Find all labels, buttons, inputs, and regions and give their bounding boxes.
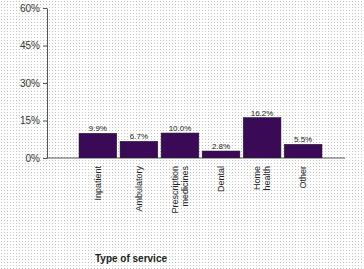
bar: [161, 133, 199, 158]
x-tick-label: Ambulatory: [134, 166, 144, 212]
y-tick: 45%: [20, 40, 47, 51]
x-tick-label: Prescriptionmedicines: [170, 166, 190, 214]
y-tick-label: 60%: [20, 3, 40, 14]
x-tick-label-line: health: [262, 166, 272, 191]
x-tick-label-line: Ambulatory: [134, 166, 144, 212]
bar: [79, 133, 117, 158]
y-tick: 60%: [20, 3, 47, 14]
data-label: 10.0%: [169, 124, 192, 133]
bar: [243, 118, 281, 159]
y-tick: 15%: [20, 115, 47, 126]
data-label: 16.2%: [251, 109, 274, 118]
x-tick-label: Homehealth: [252, 166, 272, 191]
x-tick-label-line: Other: [298, 166, 308, 189]
data-label: 2.8%: [212, 142, 230, 151]
data-labels: 9.9% 6.7% 10.0% 2.8% 16.2% 5.5%: [89, 109, 312, 152]
y-tick-label: 15%: [20, 115, 40, 126]
y-tick-label: 30%: [20, 78, 40, 89]
y-tick: 30%: [20, 78, 47, 89]
bar: [202, 151, 240, 158]
bar: [284, 144, 322, 158]
y-axis-line: [47, 9, 48, 159]
y-tick-mark: [43, 158, 47, 159]
x-tick-label-line: Dental: [216, 166, 226, 192]
y-tick-label: 0%: [26, 153, 41, 164]
x-tick-label-line: medicines: [180, 166, 190, 207]
chart: 0% 15% 30% 45% 60% 9.9% 6.7% 10.0% 2.8% 16.2% 5.5%…: [0, 0, 364, 269]
y-tick-mark: [43, 121, 47, 122]
y-axis: 0% 15% 30% 45% 60%: [20, 3, 48, 164]
x-tick-label-line: Inpatient: [93, 166, 103, 201]
y-tick-label: 45%: [20, 40, 40, 51]
bar: [120, 141, 158, 158]
x-tick-label-line: Home: [252, 166, 262, 190]
data-label: 5.5%: [294, 135, 312, 144]
x-tick-label: Dental: [216, 166, 226, 192]
y-tick-mark: [43, 83, 47, 84]
bars: [79, 118, 322, 159]
y-tick-mark: [43, 8, 47, 9]
y-tick: 0%: [26, 153, 47, 164]
category-labels: Inpatient Ambulatory Prescriptionmedicines…: [93, 166, 308, 214]
x-axis-title: Type of service: [95, 253, 168, 264]
background: [0, 0, 364, 269]
x-tick-label: Other: [298, 166, 308, 189]
data-label: 9.9%: [89, 124, 107, 133]
data-label: 6.7%: [130, 132, 148, 141]
y-tick-mark: [43, 46, 47, 47]
x-tick-label: Inpatient: [93, 166, 103, 201]
x-tick-label-line: Prescription: [170, 166, 180, 214]
